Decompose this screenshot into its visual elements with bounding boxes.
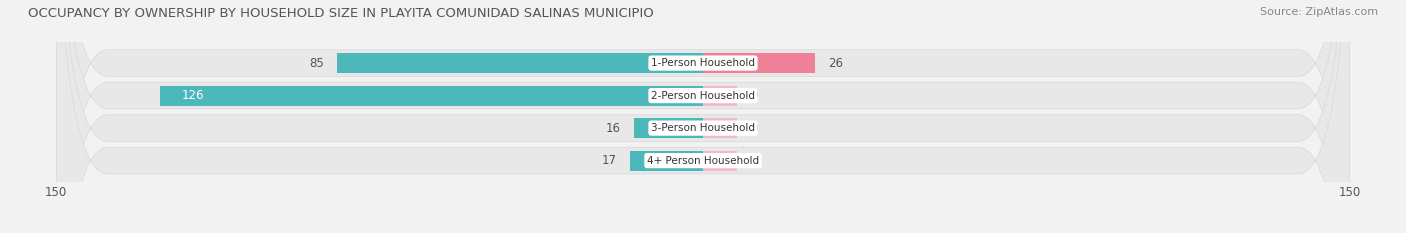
Text: 16: 16 bbox=[606, 122, 621, 135]
Bar bbox=[703, 53, 815, 73]
Text: 3-Person Household: 3-Person Household bbox=[651, 123, 755, 133]
Text: 17: 17 bbox=[602, 154, 617, 167]
Bar bbox=[634, 118, 703, 138]
FancyBboxPatch shape bbox=[56, 0, 1350, 233]
Text: 0: 0 bbox=[751, 154, 758, 167]
Text: 2-Person Household: 2-Person Household bbox=[651, 91, 755, 101]
Text: 0: 0 bbox=[751, 89, 758, 102]
Text: 126: 126 bbox=[181, 89, 204, 102]
Text: 26: 26 bbox=[828, 57, 844, 70]
Bar bbox=[336, 53, 703, 73]
Bar bbox=[630, 151, 703, 171]
Text: 4+ Person Household: 4+ Person Household bbox=[647, 156, 759, 166]
Text: 85: 85 bbox=[309, 57, 323, 70]
Bar bbox=[703, 86, 738, 106]
Text: 1-Person Household: 1-Person Household bbox=[651, 58, 755, 68]
FancyBboxPatch shape bbox=[56, 0, 1350, 233]
FancyBboxPatch shape bbox=[56, 0, 1350, 233]
FancyBboxPatch shape bbox=[56, 0, 1350, 233]
Text: OCCUPANCY BY OWNERSHIP BY HOUSEHOLD SIZE IN PLAYITA COMUNIDAD SALINAS MUNICIPIO: OCCUPANCY BY OWNERSHIP BY HOUSEHOLD SIZE… bbox=[28, 7, 654, 20]
Text: 0: 0 bbox=[751, 122, 758, 135]
Bar bbox=[703, 118, 738, 138]
Bar bbox=[160, 86, 703, 106]
Bar bbox=[703, 151, 738, 171]
Text: Source: ZipAtlas.com: Source: ZipAtlas.com bbox=[1260, 7, 1378, 17]
